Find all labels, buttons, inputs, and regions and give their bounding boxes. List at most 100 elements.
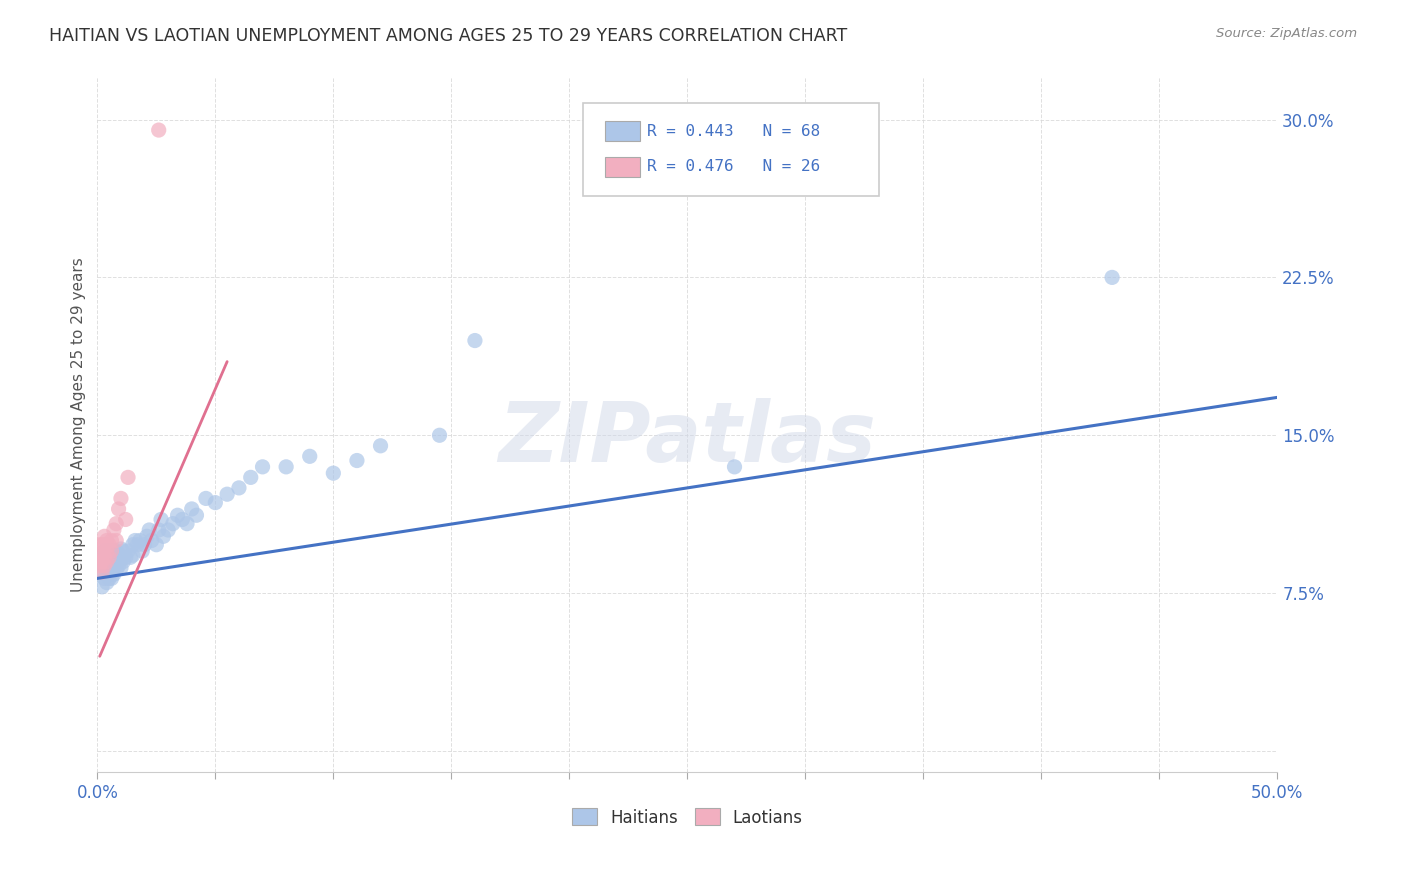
Point [180, 502, 202, 516]
Point [105, 533, 128, 548]
Point [322, 466, 344, 480]
Point [166, 508, 188, 523]
Point [135, 529, 157, 543]
Point [98, 555, 121, 569]
Point [93, 550, 115, 565]
Point [112, 555, 135, 569]
Point [98, 571, 121, 585]
Point [117, 544, 139, 558]
Point [1101, 270, 1123, 285]
Legend: Haitians, Laotians: Haitians, Laotians [565, 802, 810, 833]
Point [117, 470, 139, 484]
Point [98, 544, 121, 558]
Point [276, 459, 298, 474]
Point [96, 575, 118, 590]
Point [239, 470, 262, 484]
Point [107, 558, 129, 573]
Point [100, 533, 122, 548]
Point [162, 516, 184, 531]
Point [91, 565, 114, 579]
Point [93, 558, 115, 573]
Point [114, 512, 136, 526]
Point [91, 546, 114, 560]
Point [96, 555, 118, 569]
Point [124, 533, 146, 548]
Point [103, 567, 125, 582]
Point [131, 544, 153, 558]
Point [105, 563, 128, 577]
Text: HAITIAN VS LAOTIAN UNEMPLOYMENT AMONG AGES 25 TO 29 YEARS CORRELATION CHART: HAITIAN VS LAOTIAN UNEMPLOYMENT AMONG AG… [49, 27, 848, 45]
Y-axis label: Unemployment Among Ages 25 to 29 years: Unemployment Among Ages 25 to 29 years [72, 258, 86, 592]
Point [107, 502, 129, 516]
Point [148, 123, 170, 137]
Point [346, 453, 368, 467]
Point [120, 550, 142, 565]
Point [91, 538, 114, 552]
Point [121, 548, 143, 562]
Point [172, 512, 194, 526]
Point [91, 565, 114, 579]
Point [152, 529, 174, 543]
Point [110, 541, 132, 556]
Point [723, 459, 745, 474]
Point [112, 544, 135, 558]
Point [96, 550, 118, 565]
Point [110, 552, 132, 566]
Point [103, 523, 125, 537]
Point [134, 538, 156, 552]
Point [194, 491, 217, 506]
Point [157, 523, 180, 537]
Point [141, 533, 163, 548]
Point [93, 538, 115, 552]
Point [145, 538, 167, 552]
Point [89, 538, 111, 552]
Point [127, 538, 149, 552]
Point [150, 512, 173, 526]
Point [96, 563, 118, 577]
Point [176, 516, 198, 531]
Point [89, 550, 111, 565]
Point [114, 550, 136, 565]
Point [138, 523, 160, 537]
Text: R = 0.443   N = 68: R = 0.443 N = 68 [647, 124, 820, 138]
Point [128, 533, 150, 548]
Point [298, 450, 321, 464]
Point [98, 563, 121, 577]
Point [93, 558, 115, 573]
Point [464, 334, 486, 348]
Point [370, 439, 392, 453]
Point [89, 558, 111, 573]
Point [103, 558, 125, 573]
Text: ZIPatlas: ZIPatlas [498, 398, 876, 479]
Point [93, 544, 115, 558]
Point [100, 555, 122, 569]
Point [105, 544, 128, 558]
Point [100, 563, 122, 577]
Point [110, 561, 132, 575]
Point [100, 544, 122, 558]
Point [217, 487, 239, 501]
Point [96, 544, 118, 558]
Point [148, 523, 170, 537]
Point [98, 550, 121, 565]
Point [105, 555, 128, 569]
Point [103, 544, 125, 558]
Point [107, 548, 129, 562]
Point [252, 459, 274, 474]
Point [91, 580, 114, 594]
Point [98, 538, 121, 552]
Point [110, 491, 132, 506]
Point [105, 516, 128, 531]
Point [186, 508, 208, 523]
Point [100, 571, 122, 585]
Point [93, 529, 115, 543]
Point [121, 538, 143, 552]
Point [228, 481, 250, 495]
Point [204, 495, 226, 509]
Point [100, 544, 122, 558]
Point [93, 571, 115, 585]
Point [96, 533, 118, 548]
Text: R = 0.476   N = 26: R = 0.476 N = 26 [647, 160, 820, 174]
Text: Source: ZipAtlas.com: Source: ZipAtlas.com [1216, 27, 1357, 40]
Point [91, 555, 114, 569]
